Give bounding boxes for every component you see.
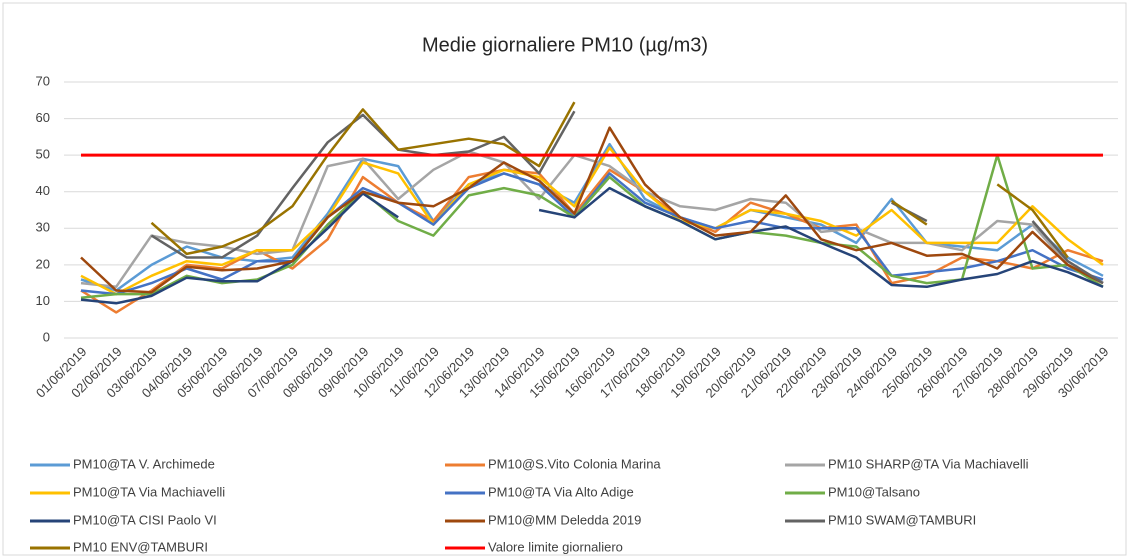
y-tick-label: 50: [36, 147, 50, 162]
legend-label: PM10@TA CISI Paolo VI: [73, 512, 217, 527]
y-tick-label: 40: [36, 183, 50, 198]
y-tick-label: 20: [36, 256, 50, 271]
series-line: [80, 186, 1104, 305]
legend-label: PM10 SWAM@TAMBURI: [828, 512, 976, 527]
legend-label: Valore limite giornaliero: [488, 539, 623, 554]
series-line: [150, 101, 1069, 259]
legend-label: PM10@Talsano: [828, 484, 920, 499]
y-tick-label: 60: [36, 110, 50, 125]
legend-label: PM10@S.Vito Colonia Marina: [488, 456, 661, 471]
y-tick-label: 30: [36, 220, 50, 235]
legend-label: PM10@TA V. Archimede: [73, 456, 215, 471]
series-line: [80, 126, 1104, 294]
legend-label: PM10@TA Via Machiavelli: [73, 484, 225, 499]
legend-label: PM10@TA Via Alto Adige: [488, 484, 634, 499]
y-tick-label: 70: [36, 73, 50, 88]
series-line: [80, 146, 1104, 296]
y-tick-label: 10: [36, 293, 50, 308]
chart-title: Medie giornaliere PM10 (µg/m3): [422, 34, 708, 56]
legend-label: PM10 ENV@TAMBURI: [73, 539, 208, 554]
legend-label: PM10@MM Deledda 2019: [488, 512, 641, 527]
legend-label: PM10 SHARP@TA Via Machiavelli: [828, 456, 1029, 471]
y-tick-label: 0: [43, 329, 50, 344]
